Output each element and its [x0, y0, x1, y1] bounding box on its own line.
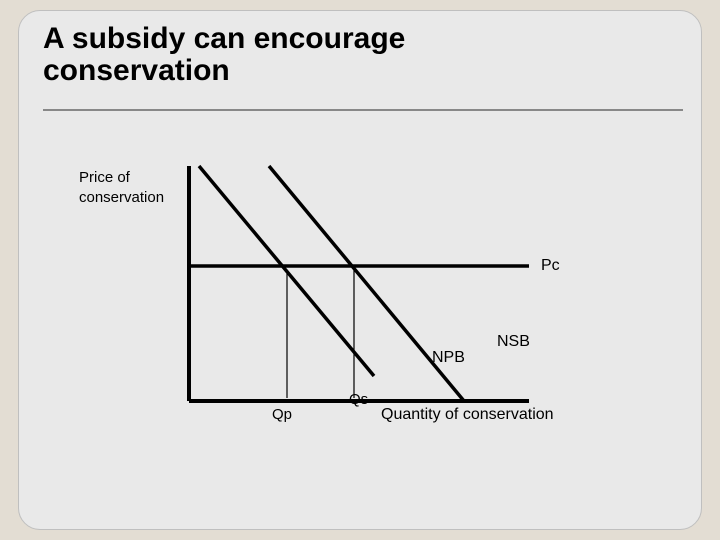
x-axis-label: Quantity of conservation — [381, 406, 554, 424]
title-underline — [43, 109, 683, 111]
slide-frame: A subsidy can encourage conservation Pri… — [18, 10, 702, 530]
economics-graph — [179, 166, 539, 416]
qp-label: Qp — [272, 406, 292, 423]
y-axis-label-line2: conservation — [79, 189, 164, 206]
nsb-label: NSB — [497, 333, 530, 351]
slide-title: A subsidy can encourage conservation — [43, 23, 683, 88]
qs-label: Qs — [349, 391, 368, 408]
npb-label: NPB — [432, 349, 465, 367]
y-axis-label-line1: Price of — [79, 169, 130, 186]
title-line-2: conservation — [43, 54, 230, 87]
pc-label: Pc — [541, 257, 560, 275]
title-line-1: A subsidy can encourage — [43, 22, 405, 55]
